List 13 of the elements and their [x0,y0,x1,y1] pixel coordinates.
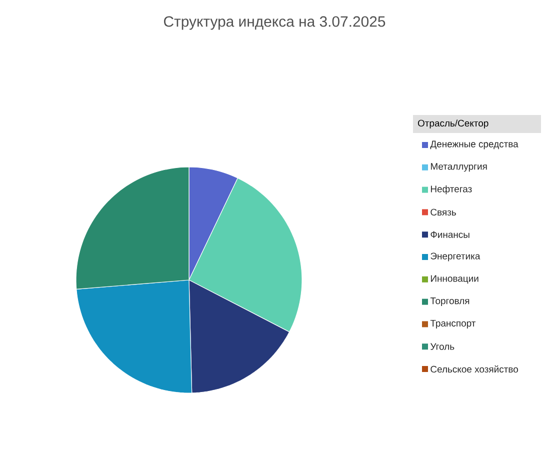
legend-label: Сельское хозяйство [430,365,518,373]
legend-label: Денежные средства [430,140,518,150]
legend-label: Финансы [430,231,470,238]
legend-label: Связь [430,208,456,216]
legend-label: Энергетика [430,252,480,262]
legend-label: Металлургия [430,163,487,172]
legend-title: Отрасль/Сектор [418,120,488,128]
legend-label: Инновации [430,275,478,284]
legend-label: Уголь [430,343,454,350]
legend-label: Торговля [430,298,470,306]
legend-label: Нефтегаз [430,185,472,194]
chart-title: Структура индекса на 3.07.2025 [164,16,386,30]
legend-label: Транспорт [430,320,476,328]
